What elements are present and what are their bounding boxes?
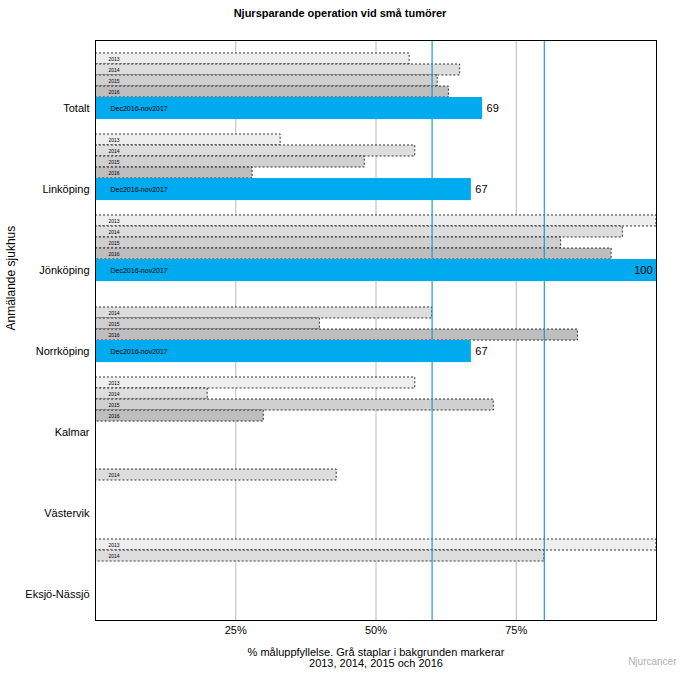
- svg-text:Norrköping: Norrköping: [36, 345, 90, 357]
- svg-text:Njurcancer: Njurcancer: [628, 656, 677, 667]
- svg-text:2014: 2014: [109, 67, 120, 73]
- svg-text:% måluppfyllelse. Grå staplar: % måluppfyllelse. Grå staplar i bakgrund…: [248, 646, 505, 669]
- svg-text:Dec2016-nov2017: Dec2016-nov2017: [111, 348, 168, 355]
- svg-text:Dec2016-nov2017: Dec2016-nov2017: [111, 267, 168, 274]
- svg-text:Kalmar: Kalmar: [55, 426, 90, 438]
- svg-text:2013: 2013: [109, 380, 120, 386]
- svg-text:Linköping: Linköping: [42, 183, 89, 195]
- svg-text:Anmälande sjukhus: Anmälande sjukhus: [4, 226, 18, 331]
- svg-text:2013: 2013: [109, 218, 120, 224]
- svg-text:2016: 2016: [109, 89, 120, 95]
- svg-text:Dec2016-nov2017: Dec2016-nov2017: [111, 105, 168, 112]
- svg-text:2016: 2016: [109, 332, 120, 338]
- svg-text:2014: 2014: [109, 148, 120, 154]
- svg-text:50%: 50%: [365, 624, 387, 636]
- svg-text:2014: 2014: [109, 391, 120, 397]
- svg-text:2015: 2015: [109, 159, 120, 165]
- svg-text:2015: 2015: [109, 78, 120, 84]
- svg-text:67: 67: [475, 345, 487, 357]
- svg-text:75%: 75%: [505, 624, 527, 636]
- svg-text:2013: 2013: [109, 56, 120, 62]
- html-text:Njursparande operation vid små: Njursparande operation vid små tumörer: [233, 7, 447, 19]
- svg-text:Västervik: Västervik: [44, 507, 90, 519]
- svg-text:2013: 2013: [109, 137, 120, 143]
- svg-text:Totalt: Totalt: [63, 102, 89, 114]
- svg-text:2014: 2014: [109, 472, 120, 478]
- svg-text:2013: 2013: [109, 542, 120, 548]
- svg-text:2015: 2015: [109, 321, 120, 327]
- svg-text:Eksjö-Nässjö: Eksjö-Nässjö: [25, 588, 89, 600]
- svg-text:2016: 2016: [109, 170, 120, 176]
- svg-text:2015: 2015: [109, 240, 120, 246]
- svg-text:67: 67: [475, 183, 487, 195]
- svg-text:Dec2016-nov2017: Dec2016-nov2017: [111, 186, 168, 193]
- svg-text:2016: 2016: [109, 251, 120, 257]
- svg-text:2015: 2015: [109, 402, 120, 408]
- svg-text:2014: 2014: [109, 229, 120, 235]
- svg-text:100: 100: [634, 264, 652, 276]
- svg-text:Jönköping: Jönköping: [39, 264, 89, 276]
- svg-text:2014: 2014: [109, 553, 120, 559]
- svg-text:2016: 2016: [109, 413, 120, 419]
- svg-text:25%: 25%: [225, 624, 247, 636]
- svg-text:69: 69: [487, 102, 499, 114]
- svg-text:2014: 2014: [109, 310, 120, 316]
